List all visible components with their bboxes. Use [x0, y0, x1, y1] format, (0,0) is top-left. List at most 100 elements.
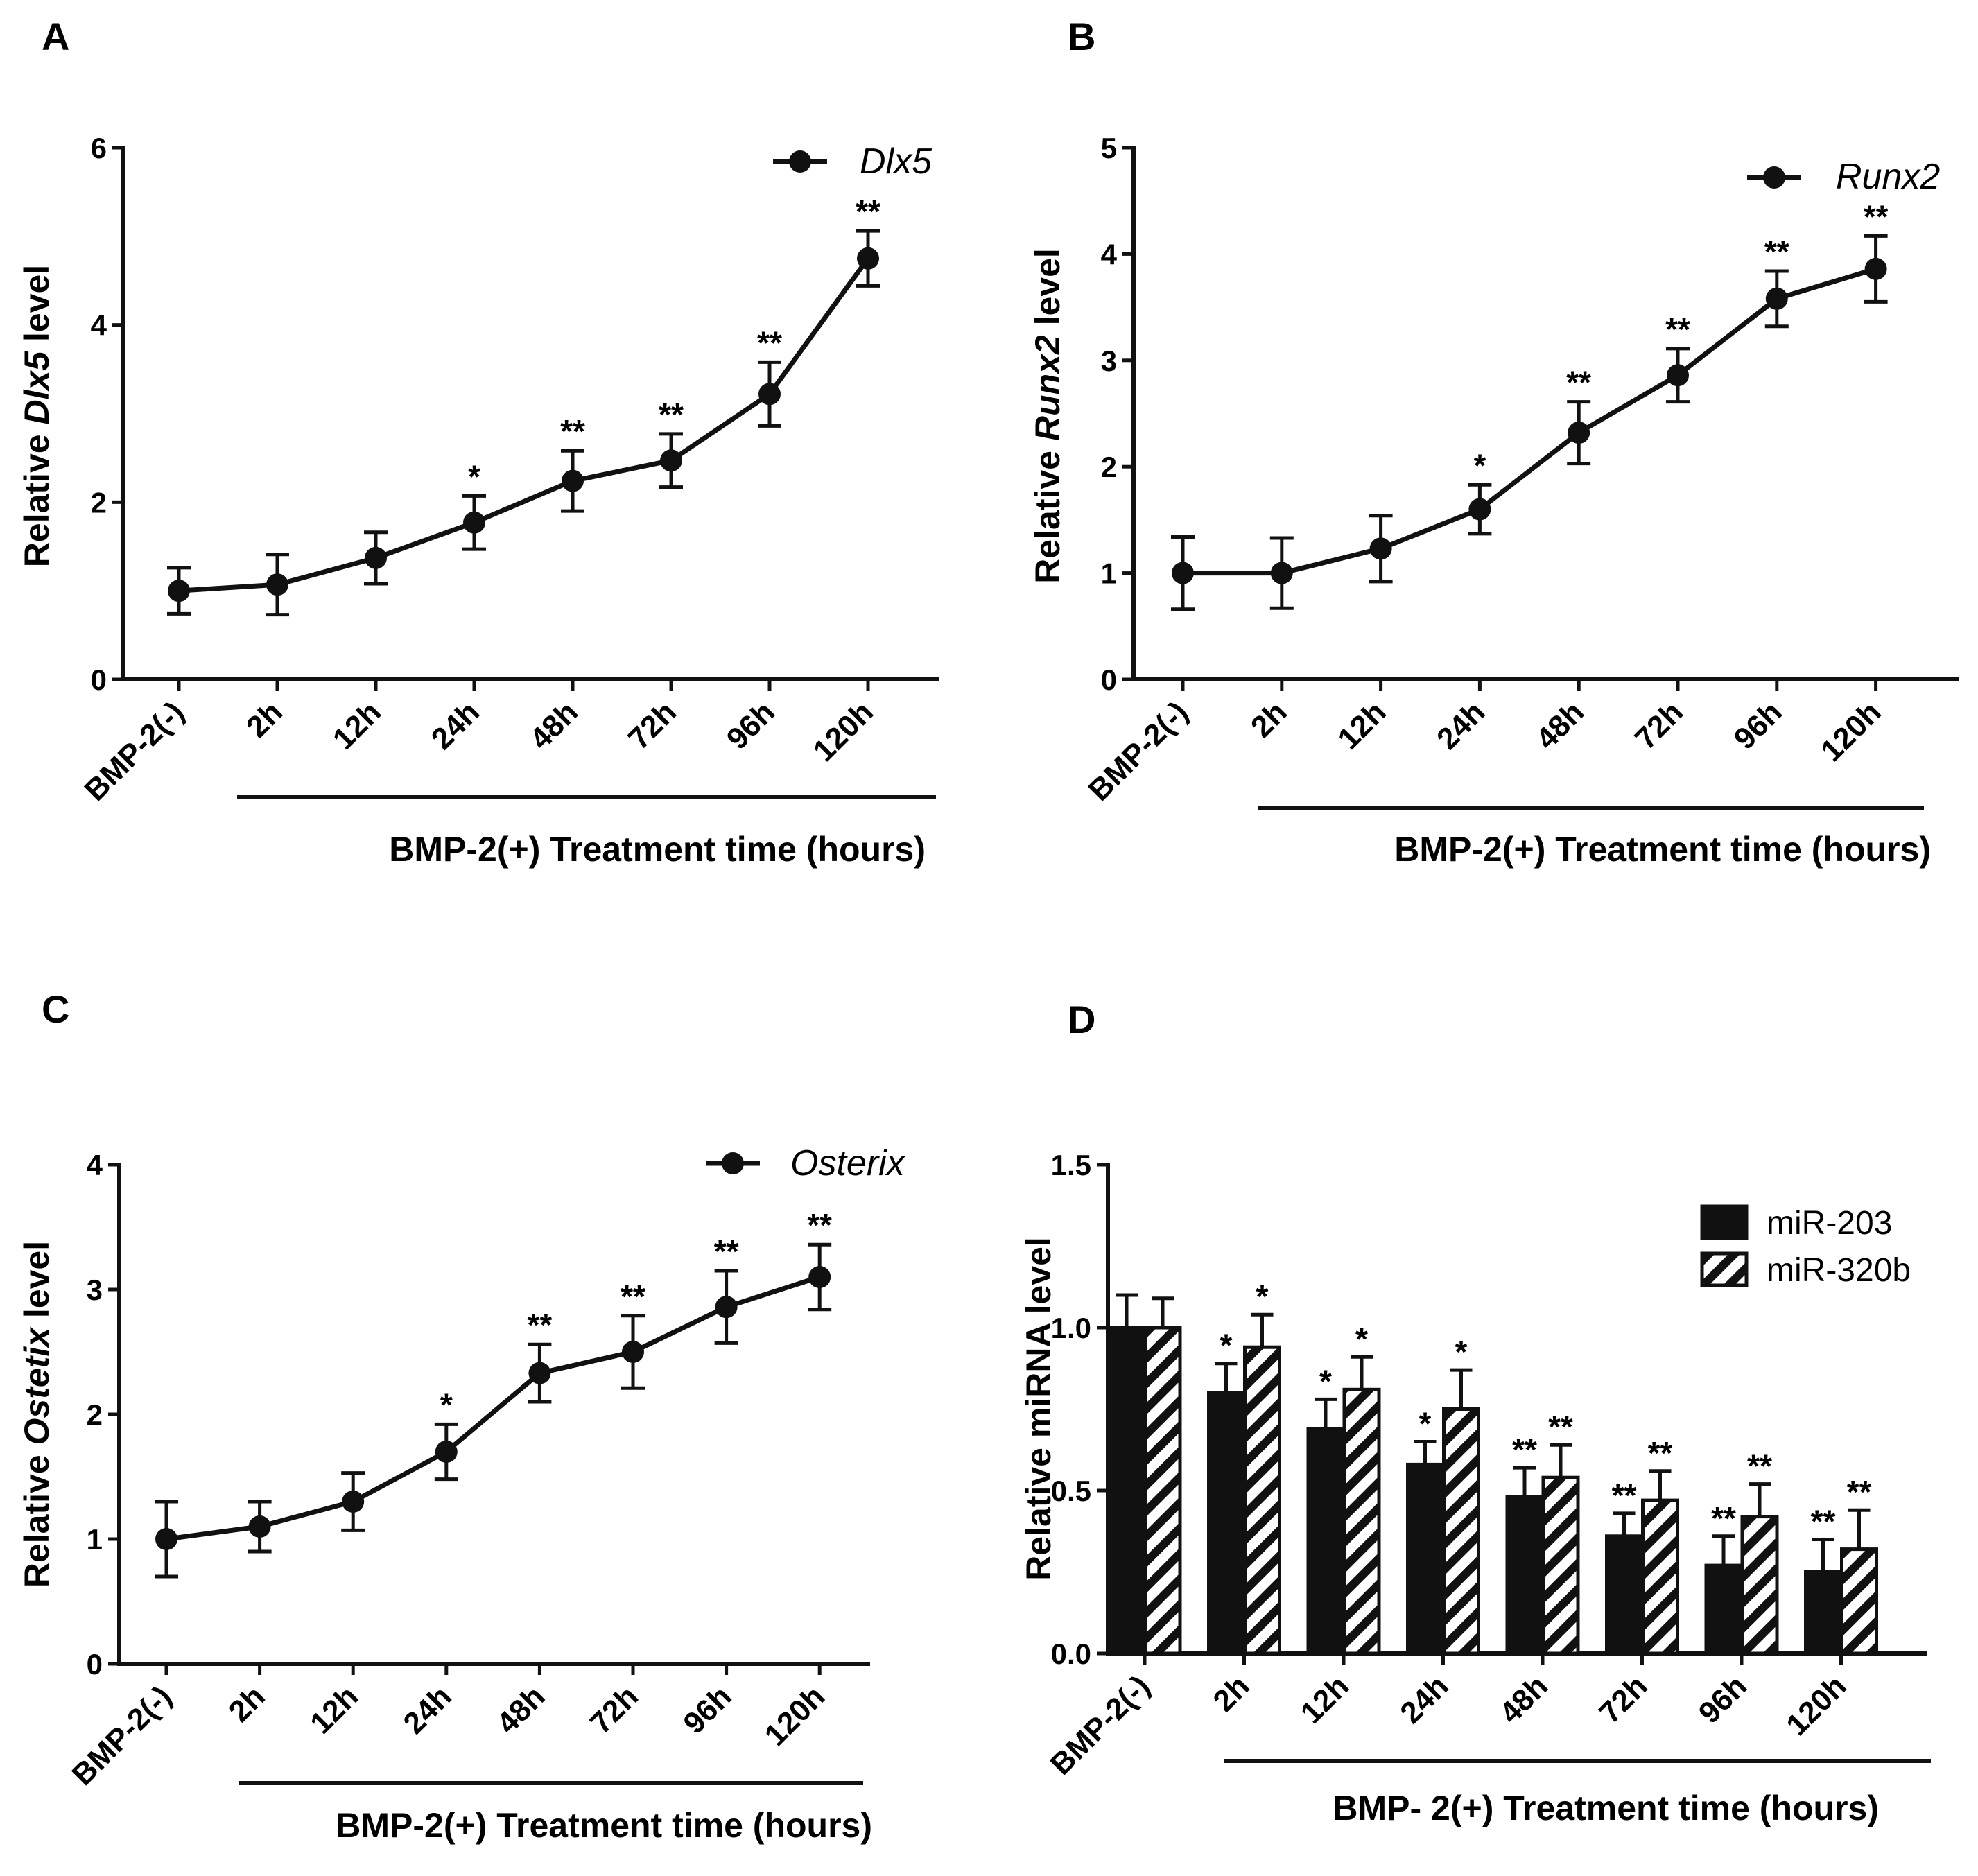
error-bar	[1550, 1443, 1572, 1478]
y-title-prefix: Relative	[1028, 441, 1067, 584]
y-tick-label: 2	[87, 1398, 103, 1431]
data-point	[365, 546, 387, 569]
x-tick-label: 96h	[720, 695, 781, 756]
y-axis-title: Relative Ostetix level	[17, 1241, 56, 1588]
error-bar	[1712, 1534, 1735, 1566]
significance-marker: **	[1864, 198, 1889, 234]
significance-marker: **	[1648, 1435, 1673, 1471]
bar-mir-320b	[1641, 1498, 1679, 1656]
error-bar	[1649, 1469, 1672, 1501]
y-tick-label: 1	[1101, 557, 1117, 590]
bar-mir-320b	[1541, 1475, 1580, 1656]
legend-marker	[722, 1152, 744, 1174]
panel-label: B	[1068, 15, 1095, 58]
legend-label: Runx2	[1836, 157, 1940, 197]
data-point	[857, 247, 879, 270]
panel-d: D 0.0 0.5 1.0 1.5 BMP-2(-) 2h 12h 24h 48h 72h 96h 12…	[1019, 998, 1931, 1827]
x-axis-title: BMP-2(+) Treatment time (hours)	[1394, 830, 1931, 869]
error-bar	[1613, 1511, 1636, 1536]
x-tick-label: 120h	[807, 695, 880, 768]
data-point	[528, 1362, 551, 1384]
panel-label: A	[42, 15, 69, 58]
data-point	[1468, 498, 1491, 521]
bar-mir-203	[1107, 1326, 1146, 1656]
bar-mir-203	[1704, 1563, 1743, 1656]
y-title-suffix: level	[17, 1241, 56, 1328]
y-axis-title: Relative miRNA level	[1019, 1237, 1058, 1581]
data-point	[155, 1528, 177, 1550]
legend-label: miR-320b	[1767, 1252, 1911, 1289]
significance-marker: *	[1220, 1328, 1233, 1364]
legend-swatch-mir-320b	[1700, 1251, 1749, 1287]
x-tick-label: 12h	[327, 695, 388, 756]
error-bar	[1251, 1312, 1274, 1348]
significance-marker: **	[1566, 365, 1591, 401]
data-point	[463, 511, 485, 534]
y-tick-label: 0	[91, 663, 107, 696]
x-tick-label: 96h	[677, 1679, 738, 1740]
x-tick-label: 2h	[1207, 1669, 1256, 1718]
significance-marker: *	[1473, 447, 1486, 483]
x-axis-title: BMP-2(+) Treatment time (hours)	[336, 1806, 872, 1845]
data-point	[758, 383, 781, 406]
significance-marker: **	[1764, 234, 1789, 270]
y-tick-label: 0.0	[1051, 1638, 1091, 1670]
x-tick-label: 48h	[1493, 1669, 1554, 1730]
significance-marker: **	[714, 1233, 739, 1269]
legend: Dlx5	[773, 141, 932, 182]
x-tick-label: 48h	[1529, 695, 1590, 756]
significance-marker: *	[440, 1387, 453, 1423]
bar-mir-203	[1207, 1391, 1245, 1656]
data-point	[562, 469, 584, 492]
significance-marker: **	[560, 413, 585, 449]
x-tick-label: BMP-2(-)	[66, 1679, 179, 1792]
significance-marker: **	[1847, 1474, 1872, 1510]
panel-c: C 0 1 2 3 4 BMP-2(-) 2h 12h 24h 48h 72h 96h 120h BMP-2…	[17, 987, 906, 1845]
data-point	[168, 580, 190, 602]
panel-b: B 0 1 2 3 4 5 BMP-2(-) 2h 12h 24h 48h 72h 96h 120h BMP-…	[1028, 15, 1959, 869]
significance-marker: **	[1612, 1477, 1637, 1513]
x-tick-label: 48h	[490, 1679, 551, 1740]
series-line	[166, 1274, 821, 1542]
error-bar	[1513, 1466, 1536, 1497]
y-title-gene: Ostetix	[17, 1326, 56, 1445]
y-title-prefix: Relative	[17, 1445, 56, 1588]
x-tick-label: 72h	[622, 695, 683, 756]
panel-a: A 0 2 4 6 BMP-2(-) 2h 12h 24h 48h 72h 96h 120h BMP-2(…	[17, 15, 939, 869]
significance-marker: *	[1355, 1321, 1368, 1357]
legend-marker	[789, 150, 811, 173]
legend: miR-203 miR-320b	[1700, 1204, 1911, 1289]
legend-swatch-mir-203	[1700, 1204, 1749, 1240]
x-tick-label: 24h	[397, 1679, 458, 1740]
x-tick-label: 24h	[1394, 1669, 1455, 1730]
significance-marker: **	[1747, 1448, 1772, 1484]
series-line	[178, 257, 870, 593]
bar-mir-203	[1505, 1495, 1544, 1656]
error-bar	[1848, 1508, 1871, 1549]
y-tick-label: 0	[87, 1648, 103, 1680]
error-bar	[1351, 1355, 1373, 1390]
legend-marker	[1763, 166, 1785, 189]
y-tick-label: 1.5	[1051, 1149, 1091, 1181]
data-point	[1667, 364, 1689, 387]
y-tick-label: 0	[1101, 663, 1117, 696]
bar-mir-320b	[1143, 1326, 1182, 1656]
significance-marker: *	[1319, 1363, 1332, 1399]
data-point	[266, 573, 288, 596]
x-tick-label: 72h	[1629, 695, 1690, 756]
x-tick-label: 120h	[1780, 1669, 1853, 1742]
error-bar	[1414, 1440, 1437, 1465]
data-point	[435, 1441, 458, 1463]
bar-mir-203	[1804, 1570, 1842, 1656]
y-axis-title: Relative Dlx5 level	[17, 265, 56, 567]
y-tick-label: 4	[91, 309, 107, 342]
panel-label: C	[42, 987, 69, 1031]
y-title-suffix: level	[1028, 248, 1067, 335]
significance-marker: **	[757, 324, 782, 361]
legend-label: Dlx5	[860, 141, 932, 182]
x-tick-label: 120h	[1814, 695, 1888, 768]
series-line	[1183, 266, 1877, 576]
legend-label: miR-203	[1767, 1205, 1892, 1242]
x-tick-label: 2h	[1244, 695, 1294, 744]
